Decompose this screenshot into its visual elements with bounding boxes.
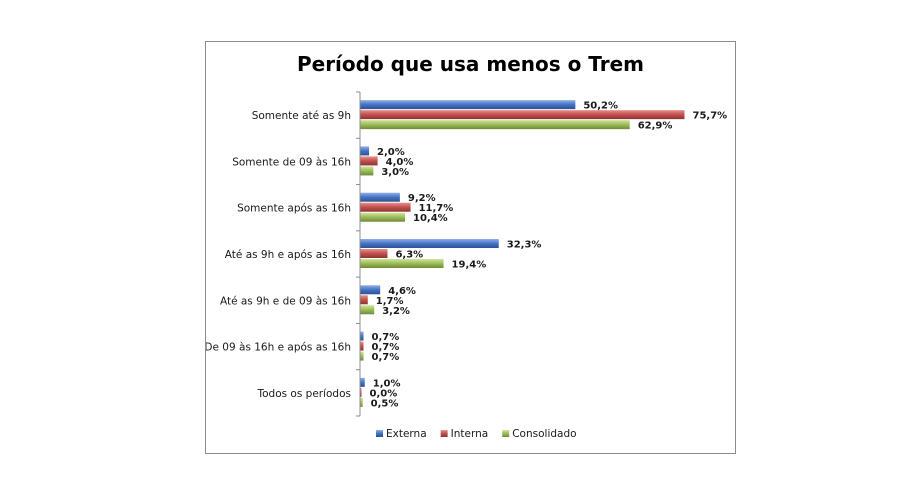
data-label: 4,6% bbox=[388, 286, 416, 297]
data-label: 75,7% bbox=[692, 111, 727, 122]
bar-interna bbox=[360, 202, 411, 212]
bar-interna bbox=[360, 156, 378, 166]
data-label: 2,0% bbox=[377, 147, 405, 158]
data-label: 10,4% bbox=[413, 213, 448, 224]
legend-swatch-interna bbox=[440, 430, 448, 437]
category-label: Somente de 09 às 16h bbox=[232, 156, 351, 168]
bar-interna bbox=[360, 295, 368, 305]
bar-consolidado bbox=[360, 212, 406, 222]
category-label: Até as 9h e após as 16h bbox=[225, 249, 351, 261]
chart-plot: Somente até as 9h 50,2% 75,7% 62,9% Somente … bbox=[206, 91, 727, 440]
data-label: 62,9% bbox=[638, 121, 673, 132]
legend-label: Externa bbox=[386, 428, 427, 440]
bar-consolidado bbox=[360, 166, 374, 176]
data-label: 1,7% bbox=[376, 296, 404, 307]
bar-externa bbox=[360, 331, 364, 341]
legend-label: Consolidado bbox=[512, 428, 576, 440]
data-label: 4,0% bbox=[386, 157, 414, 168]
category-label: Somente após as 16h bbox=[237, 203, 351, 215]
legend-label: Interna bbox=[451, 428, 489, 440]
bar-interna bbox=[360, 341, 364, 351]
data-label: 1,0% bbox=[373, 378, 401, 389]
category-label: Somente até as 9h bbox=[252, 110, 351, 122]
data-label: 0,7% bbox=[371, 332, 399, 343]
category-label: De 09 às 16h e após as 16h bbox=[206, 342, 351, 354]
bar-externa bbox=[360, 377, 365, 387]
data-label: 3,2% bbox=[382, 306, 410, 317]
data-label: 6,3% bbox=[395, 250, 423, 261]
bar-interna bbox=[360, 249, 388, 258]
data-label: 9,2% bbox=[408, 193, 436, 204]
bar-externa bbox=[360, 239, 499, 248]
data-label: 0,7% bbox=[371, 342, 399, 353]
bar-externa bbox=[360, 100, 576, 110]
category-label: Todos os períodos bbox=[256, 388, 351, 400]
bar-consolidado bbox=[360, 351, 364, 361]
data-label: 0,5% bbox=[371, 398, 399, 409]
chart-title: Período que usa menos o Trem bbox=[296, 52, 645, 76]
bar-interna bbox=[360, 110, 685, 120]
data-label: 19,4% bbox=[452, 260, 487, 271]
data-label: 50,2% bbox=[583, 101, 618, 112]
data-label: 11,7% bbox=[419, 203, 454, 214]
bar-externa bbox=[360, 192, 400, 202]
data-label: 0,7% bbox=[371, 352, 399, 363]
legend-swatch-consolidado bbox=[502, 430, 510, 437]
bar-consolidado bbox=[360, 397, 363, 407]
bar-interna bbox=[360, 387, 362, 397]
chart-frame: Período que usa menos o Trem Somente até… bbox=[205, 41, 736, 454]
bar-externa bbox=[360, 285, 381, 295]
data-label: 32,3% bbox=[507, 240, 542, 251]
legend-swatch-externa bbox=[376, 430, 383, 437]
category-label: Até as 9h e de 09 às 16h bbox=[220, 295, 351, 307]
bar-consolidado bbox=[360, 259, 444, 268]
bar-externa bbox=[360, 146, 370, 156]
data-label: 0,0% bbox=[370, 388, 398, 399]
bar-consolidado bbox=[360, 305, 375, 315]
data-label: 3,0% bbox=[381, 167, 409, 178]
bar-consolidado bbox=[360, 120, 630, 130]
